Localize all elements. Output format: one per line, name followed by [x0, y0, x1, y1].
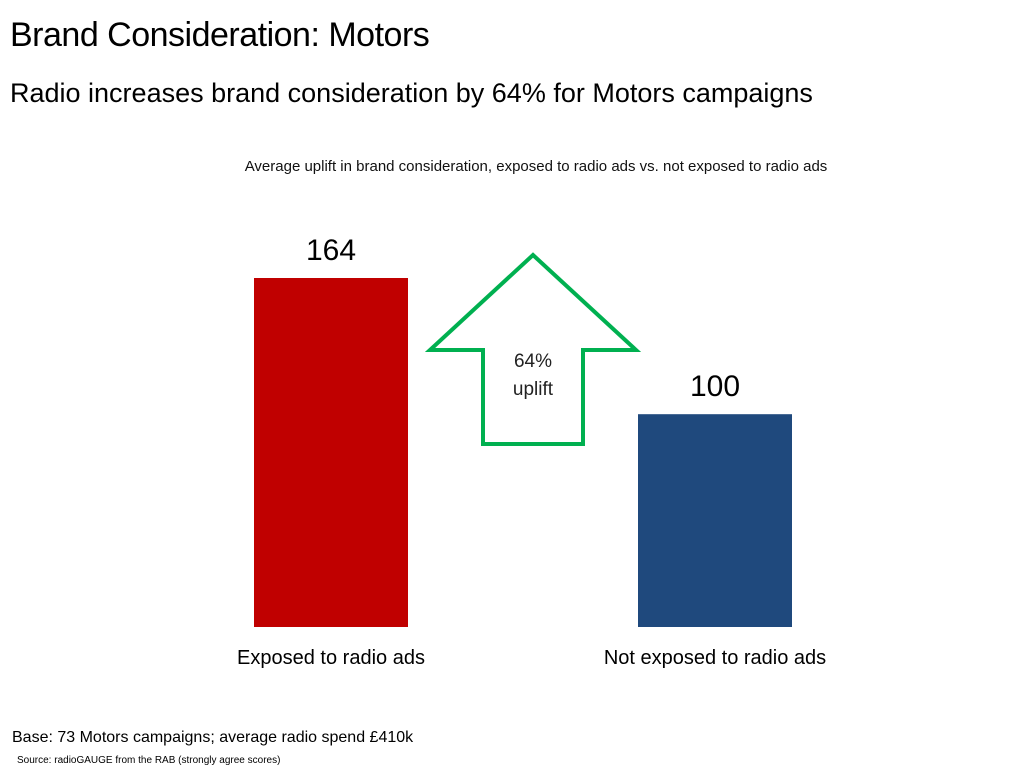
source-note: Source: radioGAUGE from the RAB (strongl… [17, 755, 281, 766]
chart-caption: Average uplift in brand consideration, e… [244, 158, 828, 175]
category-label-2: Not exposed to radio ads [604, 647, 826, 669]
bar-1 [254, 278, 408, 627]
bar-2 [638, 414, 792, 627]
page-subtitle: Radio increases brand consideration by 6… [10, 78, 813, 108]
category-label-1: Exposed to radio ads [237, 647, 425, 669]
category-labels-group: Exposed to radio ads Not exposed to radio… [237, 647, 826, 669]
base-note: Base: 73 Motors campaigns; average radio… [12, 729, 414, 746]
uplift-percent-label: 64% [514, 351, 552, 372]
value-labels-group: 164 100 [306, 234, 740, 403]
up-arrow-icon [424, 252, 642, 446]
bars-group [254, 278, 792, 627]
value-label-1: 164 [306, 234, 356, 267]
page-title: Brand Consideration: Motors [10, 16, 430, 54]
value-label-2: 100 [690, 370, 740, 403]
uplift-arrow: 64% uplift [424, 252, 642, 446]
uplift-word-label: uplift [513, 379, 554, 400]
